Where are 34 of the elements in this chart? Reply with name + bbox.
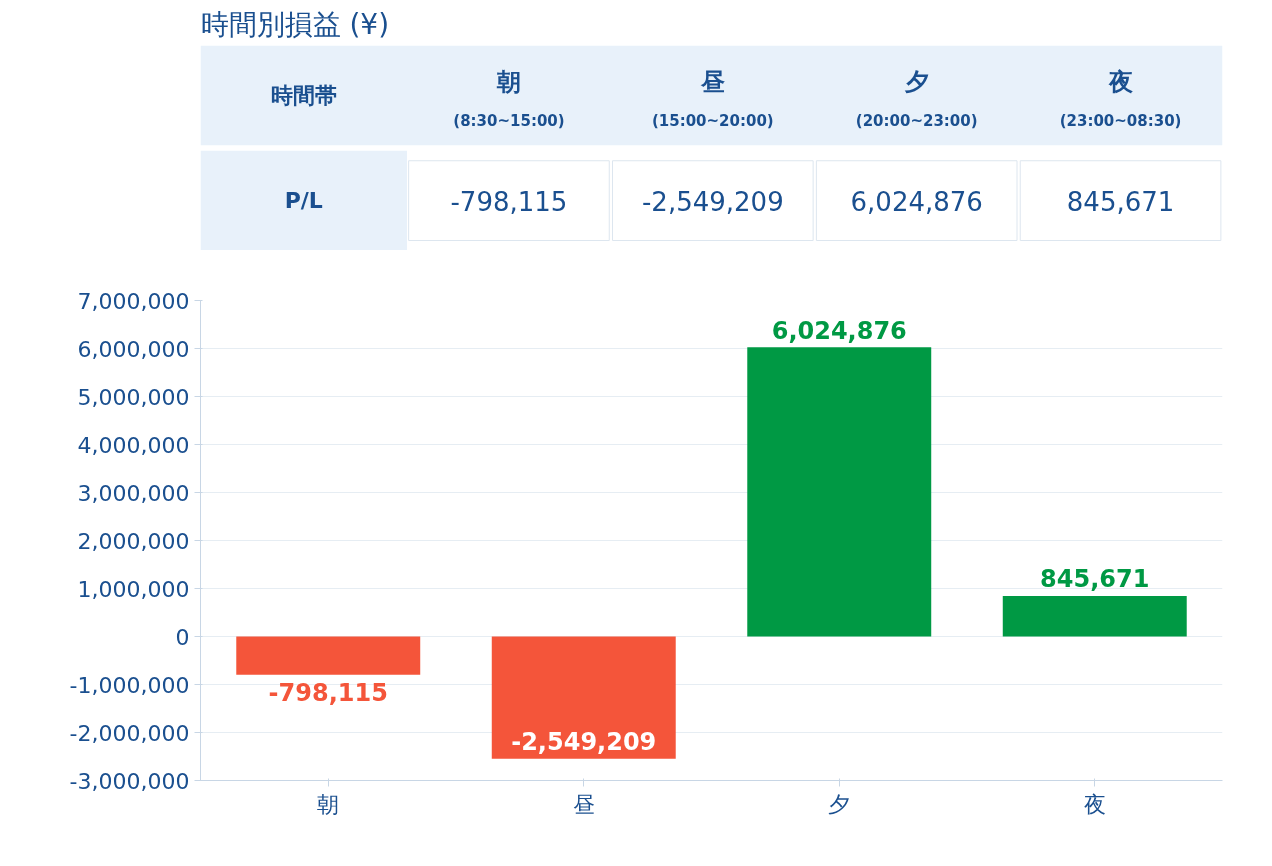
y-tick-label: 0 [175, 624, 190, 650]
text: -2,549,209 [641, 186, 784, 217]
y-tick-label: -1,000,000 [69, 672, 190, 698]
y-tick-label: -2,000,000 [69, 720, 190, 746]
x-tick-label: 朝 [317, 791, 340, 817]
text: -798,115 [450, 186, 568, 217]
y-tick-label: 2,000,000 [77, 528, 190, 554]
text: (15:00~20:00) [651, 111, 774, 130]
text: 6,024,876 [850, 186, 983, 217]
y-tick-label: 3,000,000 [77, 480, 190, 506]
category-label: 昼 [700, 68, 725, 97]
y-tick-label: 4,000,000 [77, 432, 190, 458]
text: (23:00~08:30) [1059, 111, 1182, 130]
y-tick-label: -3,000,000 [69, 768, 190, 794]
category-label: 夕 [904, 68, 929, 97]
x-tick-label: 昼 [572, 791, 595, 817]
chart-title: 時間別損益 (¥) [200, 7, 390, 41]
data-label: -2,549,209 [511, 728, 657, 757]
text: 845,671 [1066, 186, 1175, 217]
data-label: 6,024,876 [771, 316, 907, 345]
y-tick-label: 7,000,000 [77, 288, 190, 314]
text: (20:00~23:00) [855, 111, 978, 130]
y-tick-label: 5,000,000 [77, 384, 190, 410]
x-tick-label: 夜 [1083, 791, 1106, 817]
x-tick-label: 夕 [828, 791, 851, 817]
category-label: 夜 [1108, 68, 1133, 97]
text: (8:30~15:00) [453, 111, 565, 130]
y-tick-label: 1,000,000 [77, 576, 190, 602]
y-tick-label: 6,000,000 [77, 336, 190, 362]
text: 時間帯 [270, 82, 337, 108]
text: P/L [284, 188, 323, 214]
data-label: 845,671 [1040, 565, 1150, 594]
category-label: 朝 [496, 68, 521, 97]
data-label: -798,115 [268, 679, 388, 708]
